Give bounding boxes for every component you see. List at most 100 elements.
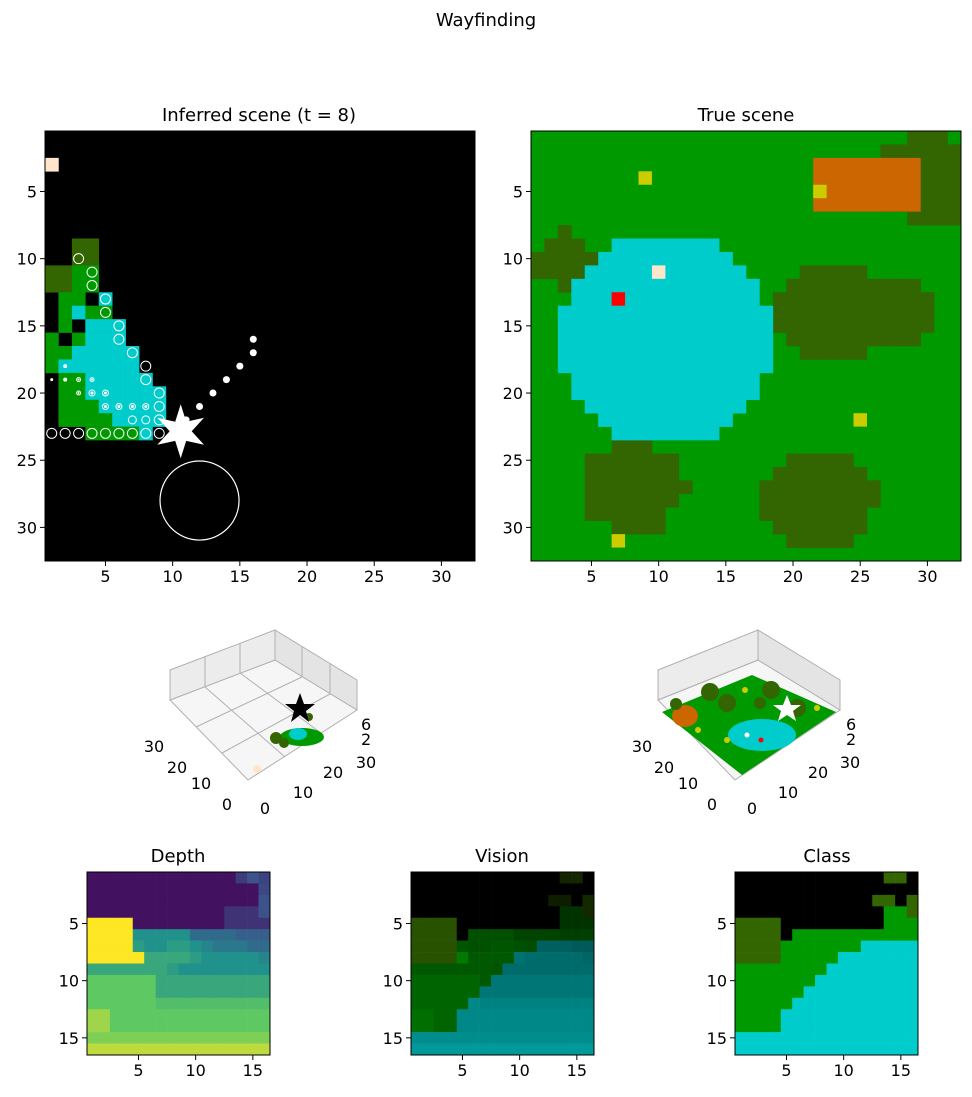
vision-cell: [582, 1020, 595, 1033]
vision-cell: [456, 1009, 469, 1021]
class-cell: [803, 917, 816, 930]
class-cell: [815, 883, 827, 896]
true-water-cell: [611, 399, 626, 414]
observation-circle: [113, 427, 125, 439]
vision-cell: [422, 952, 435, 964]
depth-cell: [189, 1020, 202, 1033]
class-cell: [860, 986, 873, 999]
true-tree-cell: [557, 278, 572, 293]
vision-cell: [468, 1032, 480, 1044]
vision-cell: [559, 1032, 572, 1044]
class-cell: [872, 883, 884, 896]
depth-cell: [189, 1009, 202, 1021]
depth-cell: [224, 997, 236, 1010]
true-water-cell: [598, 372, 612, 387]
vision-cell: [422, 917, 435, 930]
class-cell: [769, 940, 782, 953]
class-cell: [792, 940, 804, 953]
true-tree-cell: [638, 520, 653, 535]
class-cell: [815, 1032, 827, 1044]
true-tree-cell: [934, 131, 948, 145]
inferred-cell-water: [98, 359, 113, 374]
inferred-scene-ytick-label: 30: [17, 518, 37, 537]
true-tree-cell: [866, 278, 881, 293]
true-tree-cell: [826, 493, 841, 508]
class-cell: [895, 917, 907, 930]
true-water-cell: [571, 319, 586, 333]
true-tree-cell: [799, 346, 814, 360]
inferred-cell-grass: [58, 305, 73, 320]
depth-cell: [224, 917, 236, 930]
inferred-cell-tree: [85, 251, 100, 266]
true-water-cell: [611, 372, 626, 387]
class-cell: [757, 1043, 770, 1056]
class-cell: [849, 997, 862, 1010]
observation-circle: [140, 360, 152, 372]
inferred-scene-axes: 5 10 15 20 25 30 5 10 15 20 25 30: [17, 182, 452, 586]
inferred-cell-grass: [71, 278, 86, 293]
inferred-scene-ytick-label: 25: [17, 451, 37, 470]
true-tree-cell: [934, 171, 948, 186]
true-tree-cell: [799, 466, 814, 481]
inferred-scene-ytick-label: 10: [17, 250, 37, 269]
class-cell: [895, 997, 907, 1010]
class-cell: [837, 894, 850, 907]
class-cell: [803, 1009, 816, 1021]
depth-cell: [121, 974, 134, 987]
true-water-cell: [746, 292, 760, 306]
class-cell: [872, 940, 884, 953]
true-tree-cell: [786, 292, 801, 306]
vision-cell: [445, 940, 458, 953]
class-panel: Class 5 10 15 5 10 15: [707, 846, 919, 1080]
class-cell: [849, 883, 862, 896]
true-water-cell: [638, 372, 653, 387]
vision-cell: [536, 986, 549, 999]
class-cell: [780, 906, 793, 919]
true-water-cell: [692, 426, 706, 441]
vision-cell: [411, 997, 423, 1010]
true-tree-cell: [557, 225, 572, 239]
true-water-cell: [746, 386, 760, 401]
depth-cell: [201, 917, 214, 930]
depth-cell: [87, 974, 99, 987]
vision-cell: [479, 1043, 492, 1056]
true-3d-xtick-label: 10: [778, 783, 798, 802]
vision-cell: [548, 952, 560, 964]
true-tree-cell: [759, 507, 774, 521]
inferred-cell-water: [125, 372, 140, 387]
true-tree-cell: [571, 251, 586, 266]
depth-cell: [201, 997, 214, 1010]
observation-circle: [128, 402, 136, 410]
true-tree-cell: [907, 144, 921, 159]
vision-cell: [491, 974, 503, 987]
depth-cell: [121, 963, 134, 976]
vision-cell: [422, 974, 435, 987]
true-water-cell: [651, 372, 666, 387]
inferred-cell-grass: [58, 413, 73, 427]
class-cell: [849, 894, 862, 907]
vision-cell: [479, 883, 492, 896]
vision-cell: [582, 883, 595, 896]
vision-cell: [479, 906, 492, 919]
true-water-cell: [692, 399, 706, 414]
class-xtick-label: 10: [833, 1061, 853, 1080]
vision-cell: [536, 917, 549, 930]
vision-cell: [479, 940, 492, 953]
depth-ytick-label: 15: [59, 1029, 79, 1048]
true-tree-cell: [840, 480, 854, 495]
observation-circle: [73, 253, 85, 265]
true-water-cell: [638, 251, 653, 266]
true-3d-rock-point: [744, 732, 750, 738]
class-axes: 5 10 15 5 10 15: [707, 914, 911, 1080]
class-cell: [769, 952, 782, 964]
true-tree-cell: [853, 466, 868, 481]
true-water-cell: [692, 292, 706, 306]
inferred-cell-grass: [45, 359, 59, 374]
true-water-cell: [584, 386, 599, 401]
vision-cell: [491, 929, 503, 941]
class-cell: [757, 974, 770, 987]
depth-cell: [258, 974, 271, 987]
class-cell: [769, 963, 782, 976]
depth-cell: [155, 952, 168, 964]
vision-cell: [445, 929, 458, 941]
